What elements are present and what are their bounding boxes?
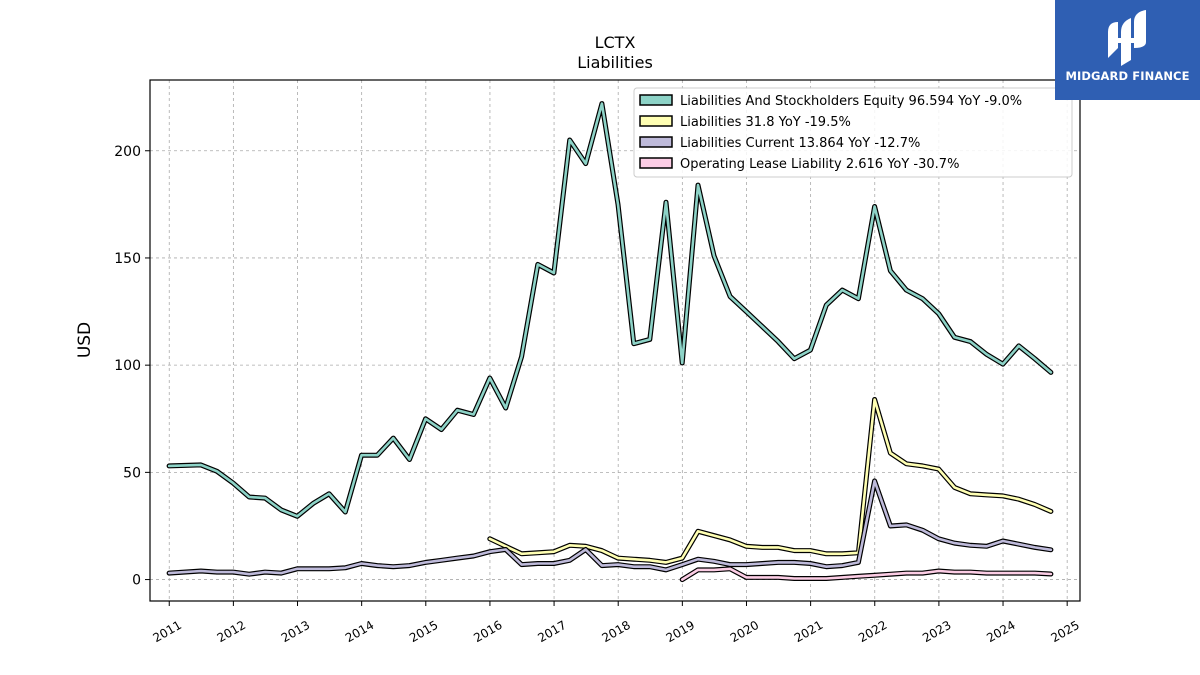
x-tick-label: 2024 xyxy=(984,618,1017,645)
legend-swatch xyxy=(639,157,673,169)
y-tick-label: 150 xyxy=(114,251,141,267)
x-axis: 2011 2012 2013 2014 2015 2016 2017 2018 2019 2020… xyxy=(151,601,1082,645)
series-line-liabilities-current xyxy=(167,479,1053,576)
x-tick-label: 2013 xyxy=(279,618,312,645)
x-tick-label: 2015 xyxy=(407,618,440,645)
y-axis-label: USD xyxy=(75,322,95,358)
y-tick-label: 100 xyxy=(114,358,141,374)
legend-label: Liabilities 31.8 YoY -19.5% xyxy=(680,115,851,130)
x-tick-label: 2016 xyxy=(471,618,504,645)
series-line-liabilities-and-stockholders-equity xyxy=(167,102,1053,518)
x-tick-label: 2020 xyxy=(728,618,761,645)
legend-swatch xyxy=(639,94,673,106)
legend-label: Liabilities Current 13.864 YoY -12.7% xyxy=(680,136,920,151)
x-tick-label: 2012 xyxy=(215,618,248,645)
y-axis: 0 50 100 150 200 xyxy=(114,144,150,589)
legend-label: Operating Lease Liability 2.616 YoY -30.… xyxy=(680,157,959,172)
chart-title: LCTX xyxy=(595,33,636,52)
chart-subtitle: Liabilities xyxy=(577,53,653,72)
x-tick-label: 2011 xyxy=(151,618,184,645)
logo-mark-icon xyxy=(1108,10,1146,66)
logo-text: MIDGARD FINANCE xyxy=(1065,69,1190,83)
x-tick-label: 2021 xyxy=(792,618,825,645)
plot-frame xyxy=(149,79,1081,602)
legend: Liabilities And Stockholders Equity 96.5… xyxy=(633,87,1073,178)
legend-box xyxy=(633,87,1073,178)
y-tick-label: 200 xyxy=(114,144,141,160)
legend-label: Liabilities And Stockholders Equity 96.5… xyxy=(680,94,1022,109)
x-tick-label: 2018 xyxy=(599,618,632,645)
series-line-liabilities xyxy=(488,398,1053,564)
x-tick-label: 2014 xyxy=(343,618,376,645)
x-tick-label: 2023 xyxy=(920,618,953,645)
series-lines xyxy=(166,101,1054,583)
x-tick-label: 2022 xyxy=(856,618,889,645)
legend-swatch xyxy=(639,136,673,148)
series-line-operating-lease-liability xyxy=(680,567,1053,581)
x-tick-label: 2025 xyxy=(1048,618,1081,645)
y-tick-label: 0 xyxy=(132,573,141,589)
x-tick-label: 2019 xyxy=(664,618,697,645)
brand-logo: MIDGARD FINANCE xyxy=(1055,0,1200,100)
x-tick-label: 2017 xyxy=(535,618,568,645)
y-tick-label: 50 xyxy=(123,465,141,481)
legend-swatch xyxy=(639,115,673,127)
series-outline-liabilities xyxy=(487,397,1054,565)
